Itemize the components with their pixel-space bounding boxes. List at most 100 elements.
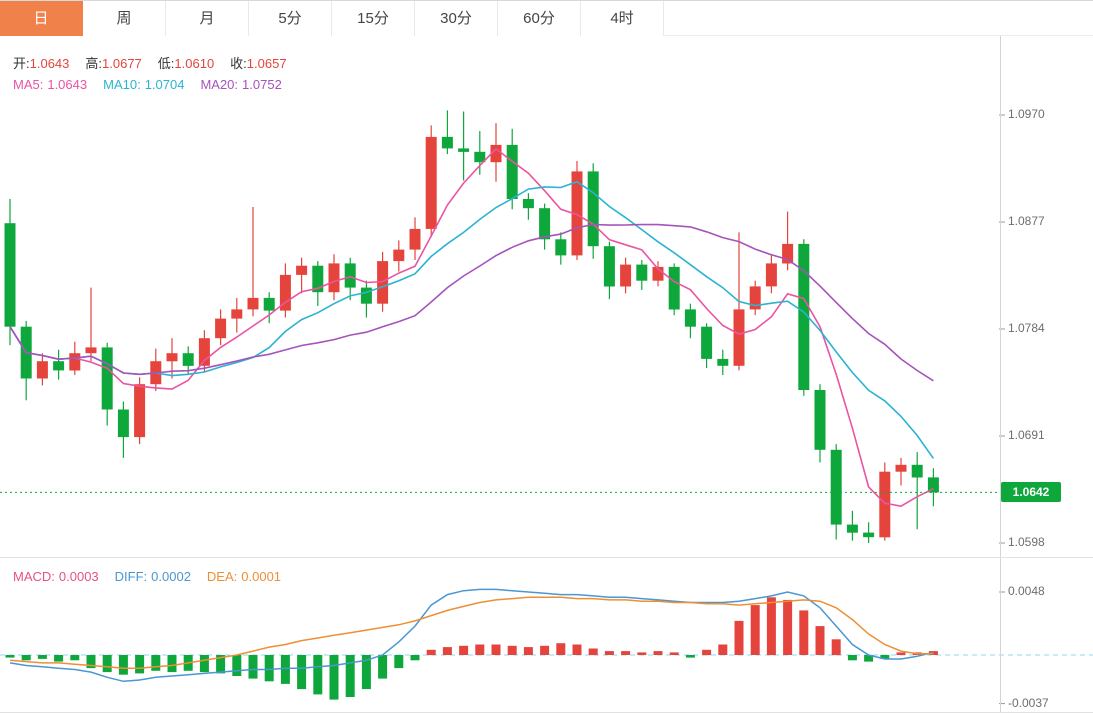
dea-line: [9, 596, 934, 669]
close-label: 收:: [230, 56, 247, 71]
tab-5min[interactable]: 5分: [249, 1, 332, 36]
timeframe-tabbar: 日 周 月 5分 15分 30分 60分 4时: [0, 0, 1093, 36]
diff-line: [9, 588, 934, 683]
high-value: 1.0677: [102, 56, 142, 71]
macd-histogram-bar: [766, 597, 776, 656]
candle-body: [668, 266, 680, 310]
macd-info-row: MACD: 0.0003 DIFF: 0.0002 DEA: 0.0001: [13, 569, 297, 584]
candle-body: [717, 358, 729, 366]
price-axis-label: 1.0598: [1008, 535, 1045, 549]
price-axis-label: 1.0784: [1008, 321, 1045, 335]
low-value: 1.0610: [174, 56, 215, 71]
candle-body: [425, 136, 437, 229]
macd-histogram-bar: [426, 649, 436, 656]
tab-day[interactable]: 日: [0, 1, 83, 36]
tab-15min[interactable]: 15分: [332, 1, 415, 36]
ma5-label: MA5:: [13, 77, 44, 92]
macd-histogram-bar: [864, 655, 874, 662]
tab-30min[interactable]: 30分: [415, 1, 498, 36]
dea-value: 0.0001: [241, 569, 282, 584]
candle-body: [247, 297, 259, 310]
candle-body: [846, 524, 858, 533]
candle-body: [571, 171, 583, 256]
ma5-line: [9, 147, 934, 508]
candle-body: [101, 347, 113, 410]
macd-histogram-bar: [896, 652, 906, 655]
candle-body: [863, 532, 875, 538]
ma5-value: 1.0643: [47, 77, 88, 92]
macd-histogram-bar: [831, 639, 841, 656]
candle-body: [798, 243, 810, 390]
candle-body: [782, 243, 794, 264]
macd-histogram-bar: [783, 599, 793, 655]
macd-histogram-bar: [799, 610, 809, 655]
candle-body: [36, 361, 48, 379]
high-label: 高:: [85, 56, 103, 71]
y-axis-line: [1000, 36, 1001, 712]
tab-4hour[interactable]: 4时: [581, 1, 664, 36]
candle-body: [4, 223, 16, 327]
tab-month[interactable]: 月: [166, 1, 249, 36]
macd-histogram-bar: [637, 652, 647, 655]
ma10-value: 1.0704: [144, 77, 185, 92]
candle-body: [911, 464, 923, 478]
candle-body: [328, 263, 340, 293]
macd-histogram-bar: [21, 655, 31, 661]
candle-body: [539, 208, 551, 240]
candle-body: [458, 148, 470, 152]
candle-body: [652, 266, 664, 281]
ma10-line: [9, 180, 935, 459]
tab-60min[interactable]: 60分: [498, 1, 581, 36]
macd-histogram-bar: [604, 651, 614, 655]
candle-body: [53, 361, 65, 371]
candle-body: [506, 144, 518, 199]
macd-histogram-bar: [880, 655, 890, 659]
dea-label: DEA:: [206, 569, 238, 584]
candle-body: [409, 228, 421, 250]
macd-histogram-bar: [54, 655, 64, 662]
ma20-label: MA20:: [200, 77, 239, 92]
candle-body: [441, 136, 453, 149]
diff-value: 0.0002: [151, 569, 191, 584]
macd-histogram-bar: [216, 655, 226, 674]
macd-histogram-bar: [572, 644, 582, 655]
tab-week[interactable]: 周: [83, 1, 166, 36]
macd-histogram-bar: [621, 651, 631, 655]
macd-histogram-bar: [37, 655, 47, 659]
ma10-label: MA10:: [103, 77, 141, 92]
candle-body: [555, 239, 567, 256]
macd-histogram-bar: [280, 655, 290, 684]
macd-histogram-bar: [167, 655, 177, 673]
pane-separator: [0, 557, 1093, 558]
macd-axis-label: 0.0048: [1008, 584, 1045, 598]
current-price-tag: 1.0642: [1001, 482, 1061, 503]
macd-histogram-bar: [118, 655, 128, 675]
macd-histogram-bar: [297, 655, 307, 690]
macd-indicator-canvas[interactable]: [0, 558, 1093, 715]
candle-body: [134, 384, 146, 438]
open-label: 开:: [13, 56, 30, 71]
macd-histogram-bar: [5, 655, 15, 658]
macd-histogram-bar: [70, 655, 80, 661]
candle-body: [684, 309, 696, 327]
candle-body: [117, 409, 129, 438]
macd-label: MACD:: [13, 569, 55, 584]
macd-histogram-bar: [507, 645, 517, 655]
open-value: 1.0643: [29, 56, 70, 71]
candle-body: [765, 263, 777, 287]
candle-body: [895, 464, 907, 472]
candle-body: [69, 353, 81, 371]
main-price-chart-canvas[interactable]: [0, 36, 1093, 558]
candle-body: [490, 144, 502, 163]
price-axis-label: 1.0877: [1008, 214, 1045, 228]
macd-histogram-bar: [394, 655, 404, 669]
candle-body: [279, 274, 291, 311]
macd-histogram-bar: [734, 620, 744, 655]
macd-histogram-bar: [313, 655, 323, 695]
macd-histogram-bar: [199, 655, 209, 673]
macd-histogram-bar: [540, 645, 550, 655]
candle-body: [814, 390, 826, 450]
candle-body: [215, 318, 227, 339]
